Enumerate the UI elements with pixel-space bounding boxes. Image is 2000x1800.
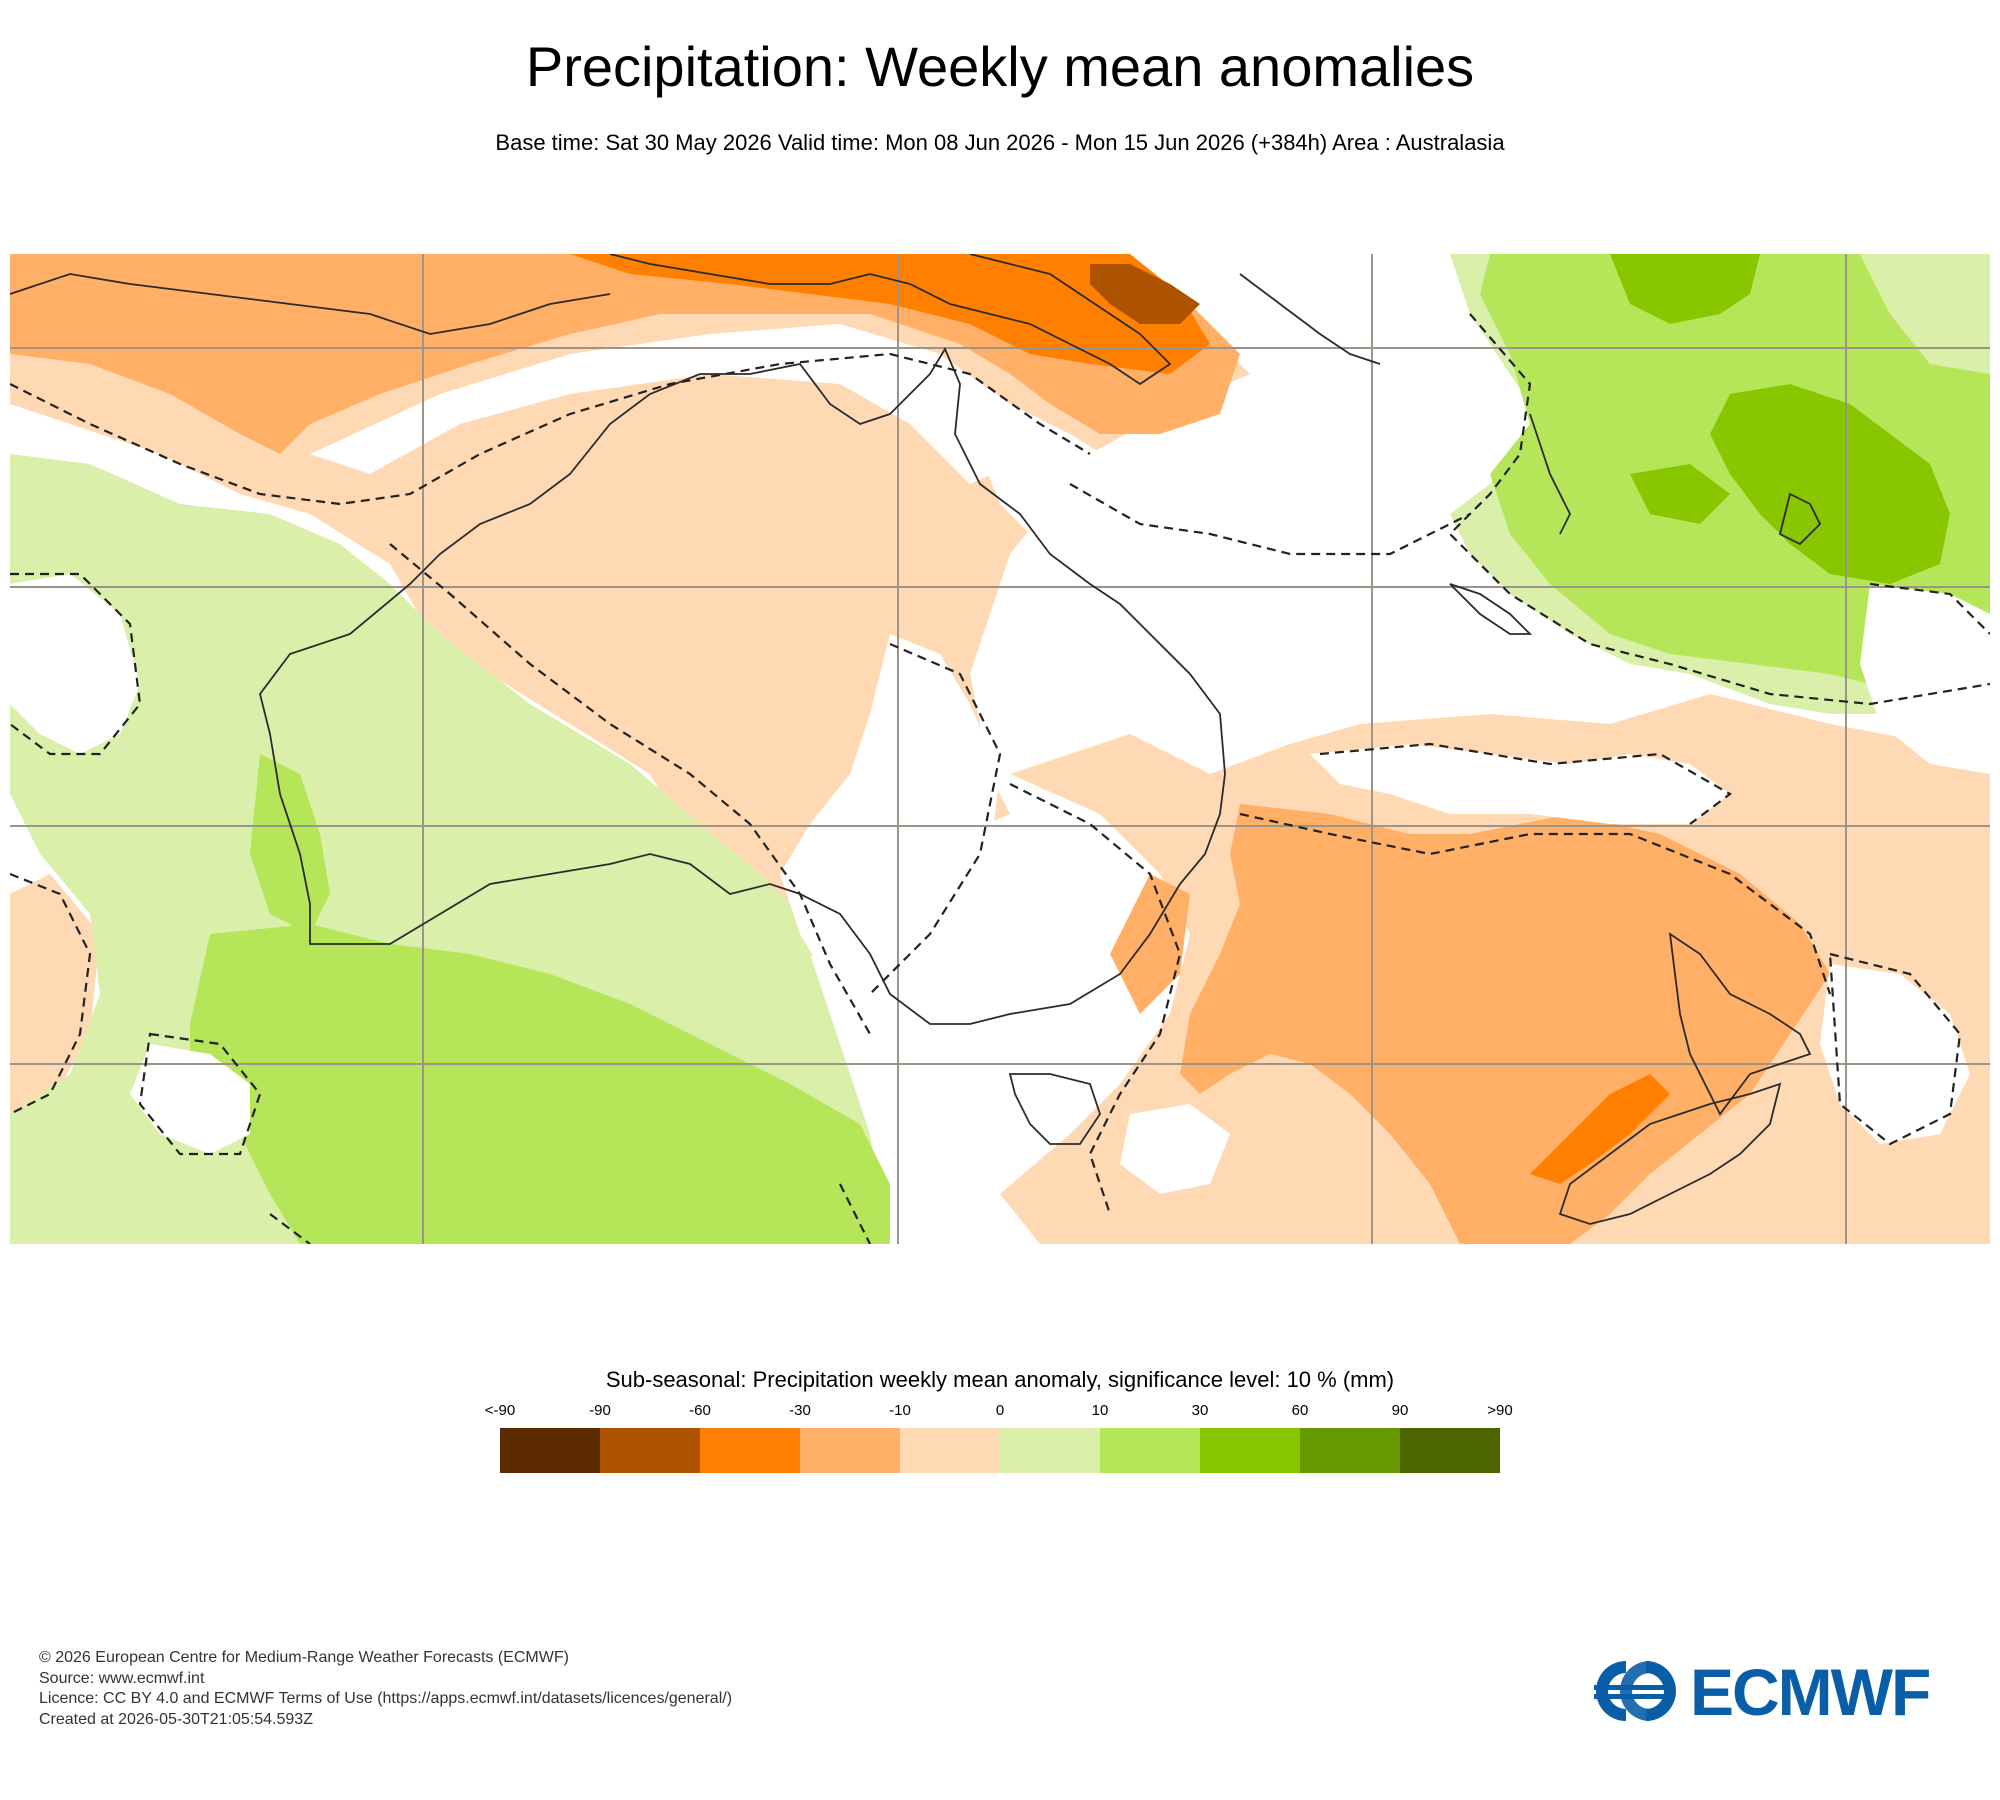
coastline-new-zealand-south: [1558, 1082, 1782, 1225]
graticule: [10, 254, 1990, 1244]
coastline-new-caledonia: [1449, 583, 1533, 635]
legend-swatch: [1400, 1428, 1500, 1473]
legend-tick: -30: [789, 1402, 811, 1419]
legend-tick: -60: [689, 1402, 711, 1419]
footer-source: Source: www.ecmwf.int: [39, 1669, 205, 1687]
anomaly-region-east-orange-patch: [1110, 874, 1190, 1014]
legend-colorbar: [500, 1428, 1500, 1473]
footer: © 2026 European Centre for Medium-Range …: [39, 1648, 732, 1730]
anomaly-clearing-east-aus: [780, 634, 1000, 1014]
footer-licence: Licence: CC BY 4.0 and ECMWF Terms of Us…: [39, 1690, 733, 1707]
legend-swatch: [900, 1428, 1000, 1473]
anomaly-map: [10, 254, 1990, 1244]
chart-title: Precipitation: Weekly mean anomalies: [525, 35, 1475, 98]
legend-tick: >90: [1487, 1402, 1513, 1419]
legend-tick: -90: [589, 1402, 611, 1419]
legend-tick: 0: [995, 1402, 1005, 1419]
coastline-tasmania: [1008, 1073, 1101, 1145]
legend-tick: 10: [1091, 1402, 1109, 1419]
legend-swatch: [700, 1428, 800, 1473]
anomaly-region-north-white-band: [310, 324, 1060, 484]
anomaly-clearing-southwest: [130, 1044, 250, 1154]
anomaly-region-tasman-orange: [1180, 804, 1830, 1244]
legend-swatch: [1000, 1428, 1100, 1473]
coastline-new-zealand-north: [1668, 932, 1812, 1116]
anomaly-region-png-brown: [1090, 264, 1200, 324]
anomaly-clearing-south-tasman: [1120, 1104, 1230, 1194]
coastline-new-guinea: [609, 254, 1172, 386]
anomaly-region-pacific-bright-green-2: [1630, 464, 1730, 524]
legend-tick: <-90: [484, 1402, 516, 1419]
ecmwf-logo-text: ECMWF: [1690, 1655, 1929, 1727]
footer-created: Created at 2026-05-30T21:05:54.593Z: [39, 1710, 313, 1728]
legend-ticks: <-90 -90 -60 -30 -10 0 10 30 60 90 >90: [0, 1402, 2000, 1424]
anomaly-clearing-west: [10, 574, 140, 754]
ecmwf-logo-mark: [1594, 1661, 1676, 1721]
coastline-vanuatu: [1529, 413, 1572, 535]
significance-contours: [10, 313, 1990, 1244]
legend-swatch: [1100, 1428, 1200, 1473]
anomaly-clearing-far-east: [1860, 584, 1990, 774]
legend-title: Sub-seasonal: Precipitation weekly mean …: [605, 1367, 1395, 1392]
anomaly-region-png-dark-orange: [570, 254, 1210, 374]
footer-copyright: © 2026 European Centre for Medium-Range …: [39, 1649, 569, 1666]
legend-swatch: [1200, 1428, 1300, 1473]
anomaly-region-fiji-bright-green: [1710, 384, 1950, 584]
legend-tick: 60: [1291, 1402, 1309, 1419]
legend-swatch: [600, 1428, 700, 1473]
legend-tick: -10: [889, 1402, 911, 1419]
coastline-indonesia: [10, 273, 611, 335]
anomaly-region-south-green: [190, 924, 890, 1244]
legend-tick: 90: [1391, 1402, 1409, 1419]
chart-subtitle: Base time: Sat 30 May 2026 Valid time: M…: [495, 130, 1505, 155]
anomaly-clearing-tasman-north: [1310, 744, 1730, 824]
legend-tick: 30: [1191, 1402, 1209, 1419]
legend-swatch: [1300, 1428, 1400, 1473]
anomaly-clearing-southeast: [1820, 964, 1970, 1144]
anomaly-region-nz-dark-orange: [1530, 1074, 1670, 1184]
anomaly-region-pacific-bright-green: [1610, 254, 1760, 324]
anomaly-region-wa-coast-green: [250, 754, 330, 934]
ecmwf-logo: ECMWF: [1594, 1655, 1931, 1727]
legend-swatch: [800, 1428, 900, 1473]
coastlines: [10, 254, 1822, 1225]
anomaly-clearing-coral-sea: [970, 384, 1490, 734]
coastline-solomon: [1239, 273, 1381, 365]
coastline-australia: [259, 347, 1226, 1025]
legend-swatch: [500, 1428, 600, 1473]
coastline-fiji: [1778, 492, 1822, 546]
